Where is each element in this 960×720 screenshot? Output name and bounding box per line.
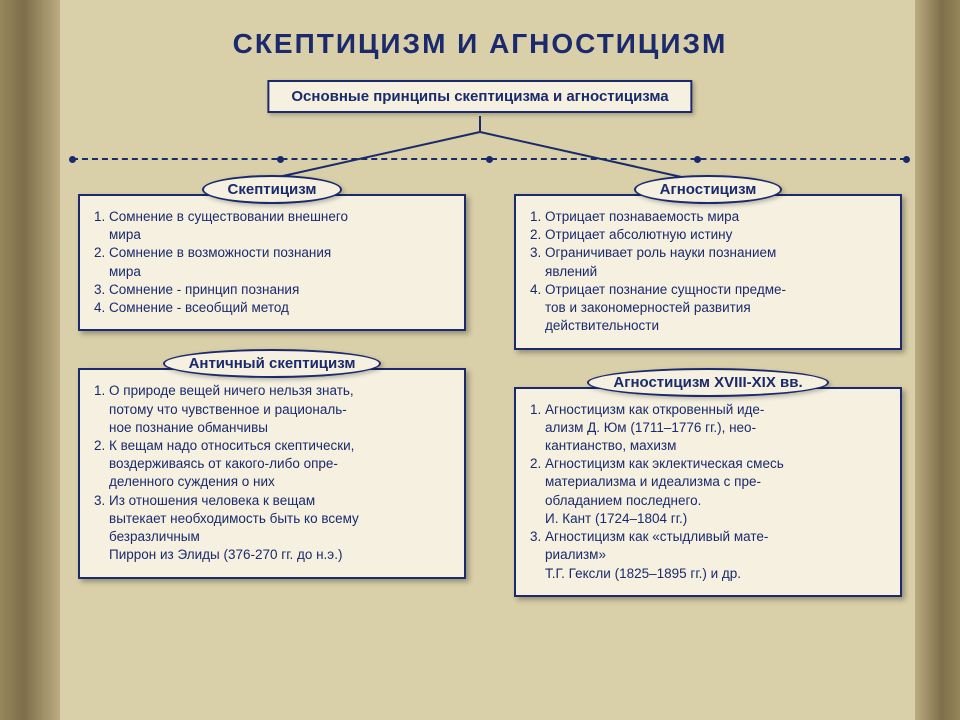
horizontal-divider bbox=[72, 158, 906, 160]
box-skepticism-principles: 1. Сомнение в существовании внешнего мир… bbox=[78, 194, 466, 331]
left-column: Скептицизм 1. Сомнение в существовании в… bbox=[78, 175, 466, 710]
ellipse-skepticism: Скептицизм bbox=[202, 175, 343, 204]
right-column: Агностицизм 1. Отрицает познаваемость ми… bbox=[514, 175, 902, 710]
root-node: Основные принципы скептицизма и агностиц… bbox=[267, 80, 692, 113]
columns-container: Скептицизм 1. Сомнение в существовании в… bbox=[78, 175, 902, 710]
slide-title: СКЕПТИЦИЗМ И АГНОСТИЦИЗМ bbox=[0, 28, 960, 60]
texture-left bbox=[0, 0, 60, 720]
ellipse-agnosticism-18-19: Агностицизм XVIII-XIX вв. bbox=[587, 368, 828, 397]
box-ancient-skepticism: 1. О природе вещей ничего нельзя знать, … bbox=[78, 368, 466, 578]
spacer bbox=[78, 331, 466, 349]
spacer bbox=[514, 350, 902, 368]
box-agnosticism-principles: 1. Отрицает познаваемость мира 2. Отрица… bbox=[514, 194, 902, 350]
ellipse-agnosticism: Агностицизм bbox=[634, 175, 783, 204]
texture-right bbox=[915, 0, 960, 720]
box-agnosticism-18-19: 1. Агностицизм как откровенный иде- ализ… bbox=[514, 387, 902, 597]
